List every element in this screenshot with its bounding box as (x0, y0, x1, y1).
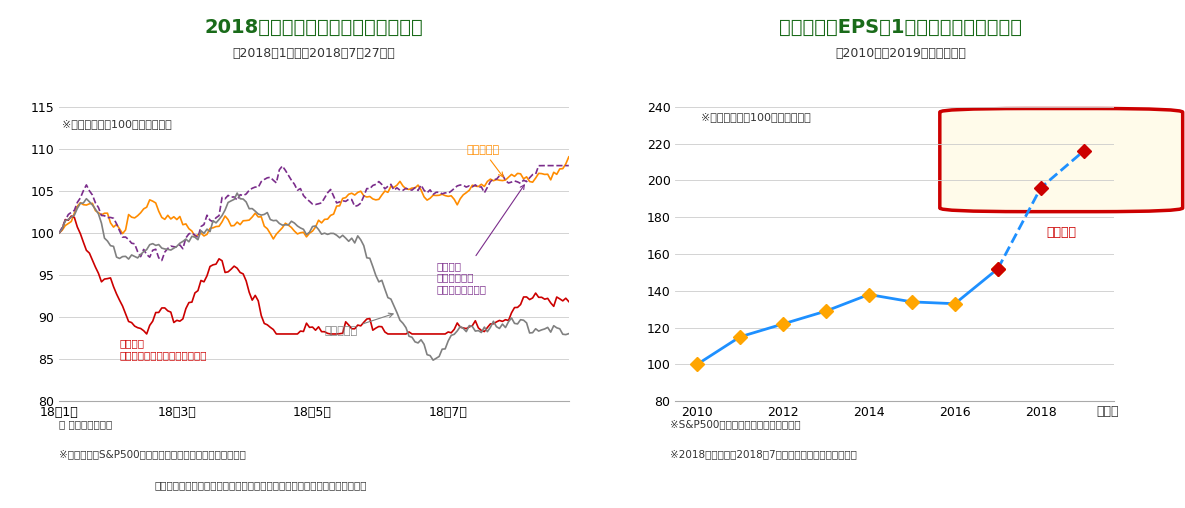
Text: 米国株式
（円ベース、為替ヘッジなし）: 米国株式 （円ベース、為替ヘッジなし） (120, 338, 207, 360)
Text: ※グラフ起点を100として指数化: ※グラフ起点を100として指数化 (63, 119, 172, 130)
Text: ＊ 現地通貨ベース: ＊ 現地通貨ベース (59, 419, 113, 429)
FancyBboxPatch shape (940, 109, 1183, 212)
Text: （2010年〜2019年（予想））: （2010年〜2019年（予想）） (835, 47, 966, 60)
Text: 中国株式＊: 中国株式＊ (325, 313, 393, 336)
Text: 2018年初来の米国と中国の株式推移: 2018年初来の米国と中国の株式推移 (205, 18, 423, 37)
Text: 米国株式
（円ベース、
為替ヘッジあり）: 米国株式 （円ベース、 為替ヘッジあり） (436, 185, 524, 294)
Text: （年）: （年） (1096, 405, 1119, 418)
Text: 米国株式のEPS（1株当たり利益）の推移: 米国株式のEPS（1株当たり利益）の推移 (779, 18, 1023, 37)
Text: 米国株式＊: 米国株式＊ (466, 145, 504, 177)
Text: ※S&P500指数の一株当たり利益を使用: ※S&P500指数の一株当たり利益を使用 (670, 419, 800, 429)
Text: ※米国株式はS&P500指数、中国株式は上海総合指数を使用: ※米国株式はS&P500指数、中国株式は上海総合指数を使用 (59, 450, 246, 460)
Text: （信頼できると判断したデータをもとに日興アセットマネジメントが作成）: （信頼できると判断したデータをもとに日興アセットマネジメントが作成） (154, 480, 366, 490)
Text: 市場予想: 市場予想 (1046, 226, 1076, 239)
Text: ※2018年以降は、2018年7月時点のコンセンサス予想値: ※2018年以降は、2018年7月時点のコンセンサス予想値 (670, 450, 857, 460)
Text: ※グラフ起点を100として指数化: ※グラフ起点を100として指数化 (702, 112, 811, 122)
Text: （2018年1月初〜2018年7月27日）: （2018年1月初〜2018年7月27日） (232, 47, 396, 60)
